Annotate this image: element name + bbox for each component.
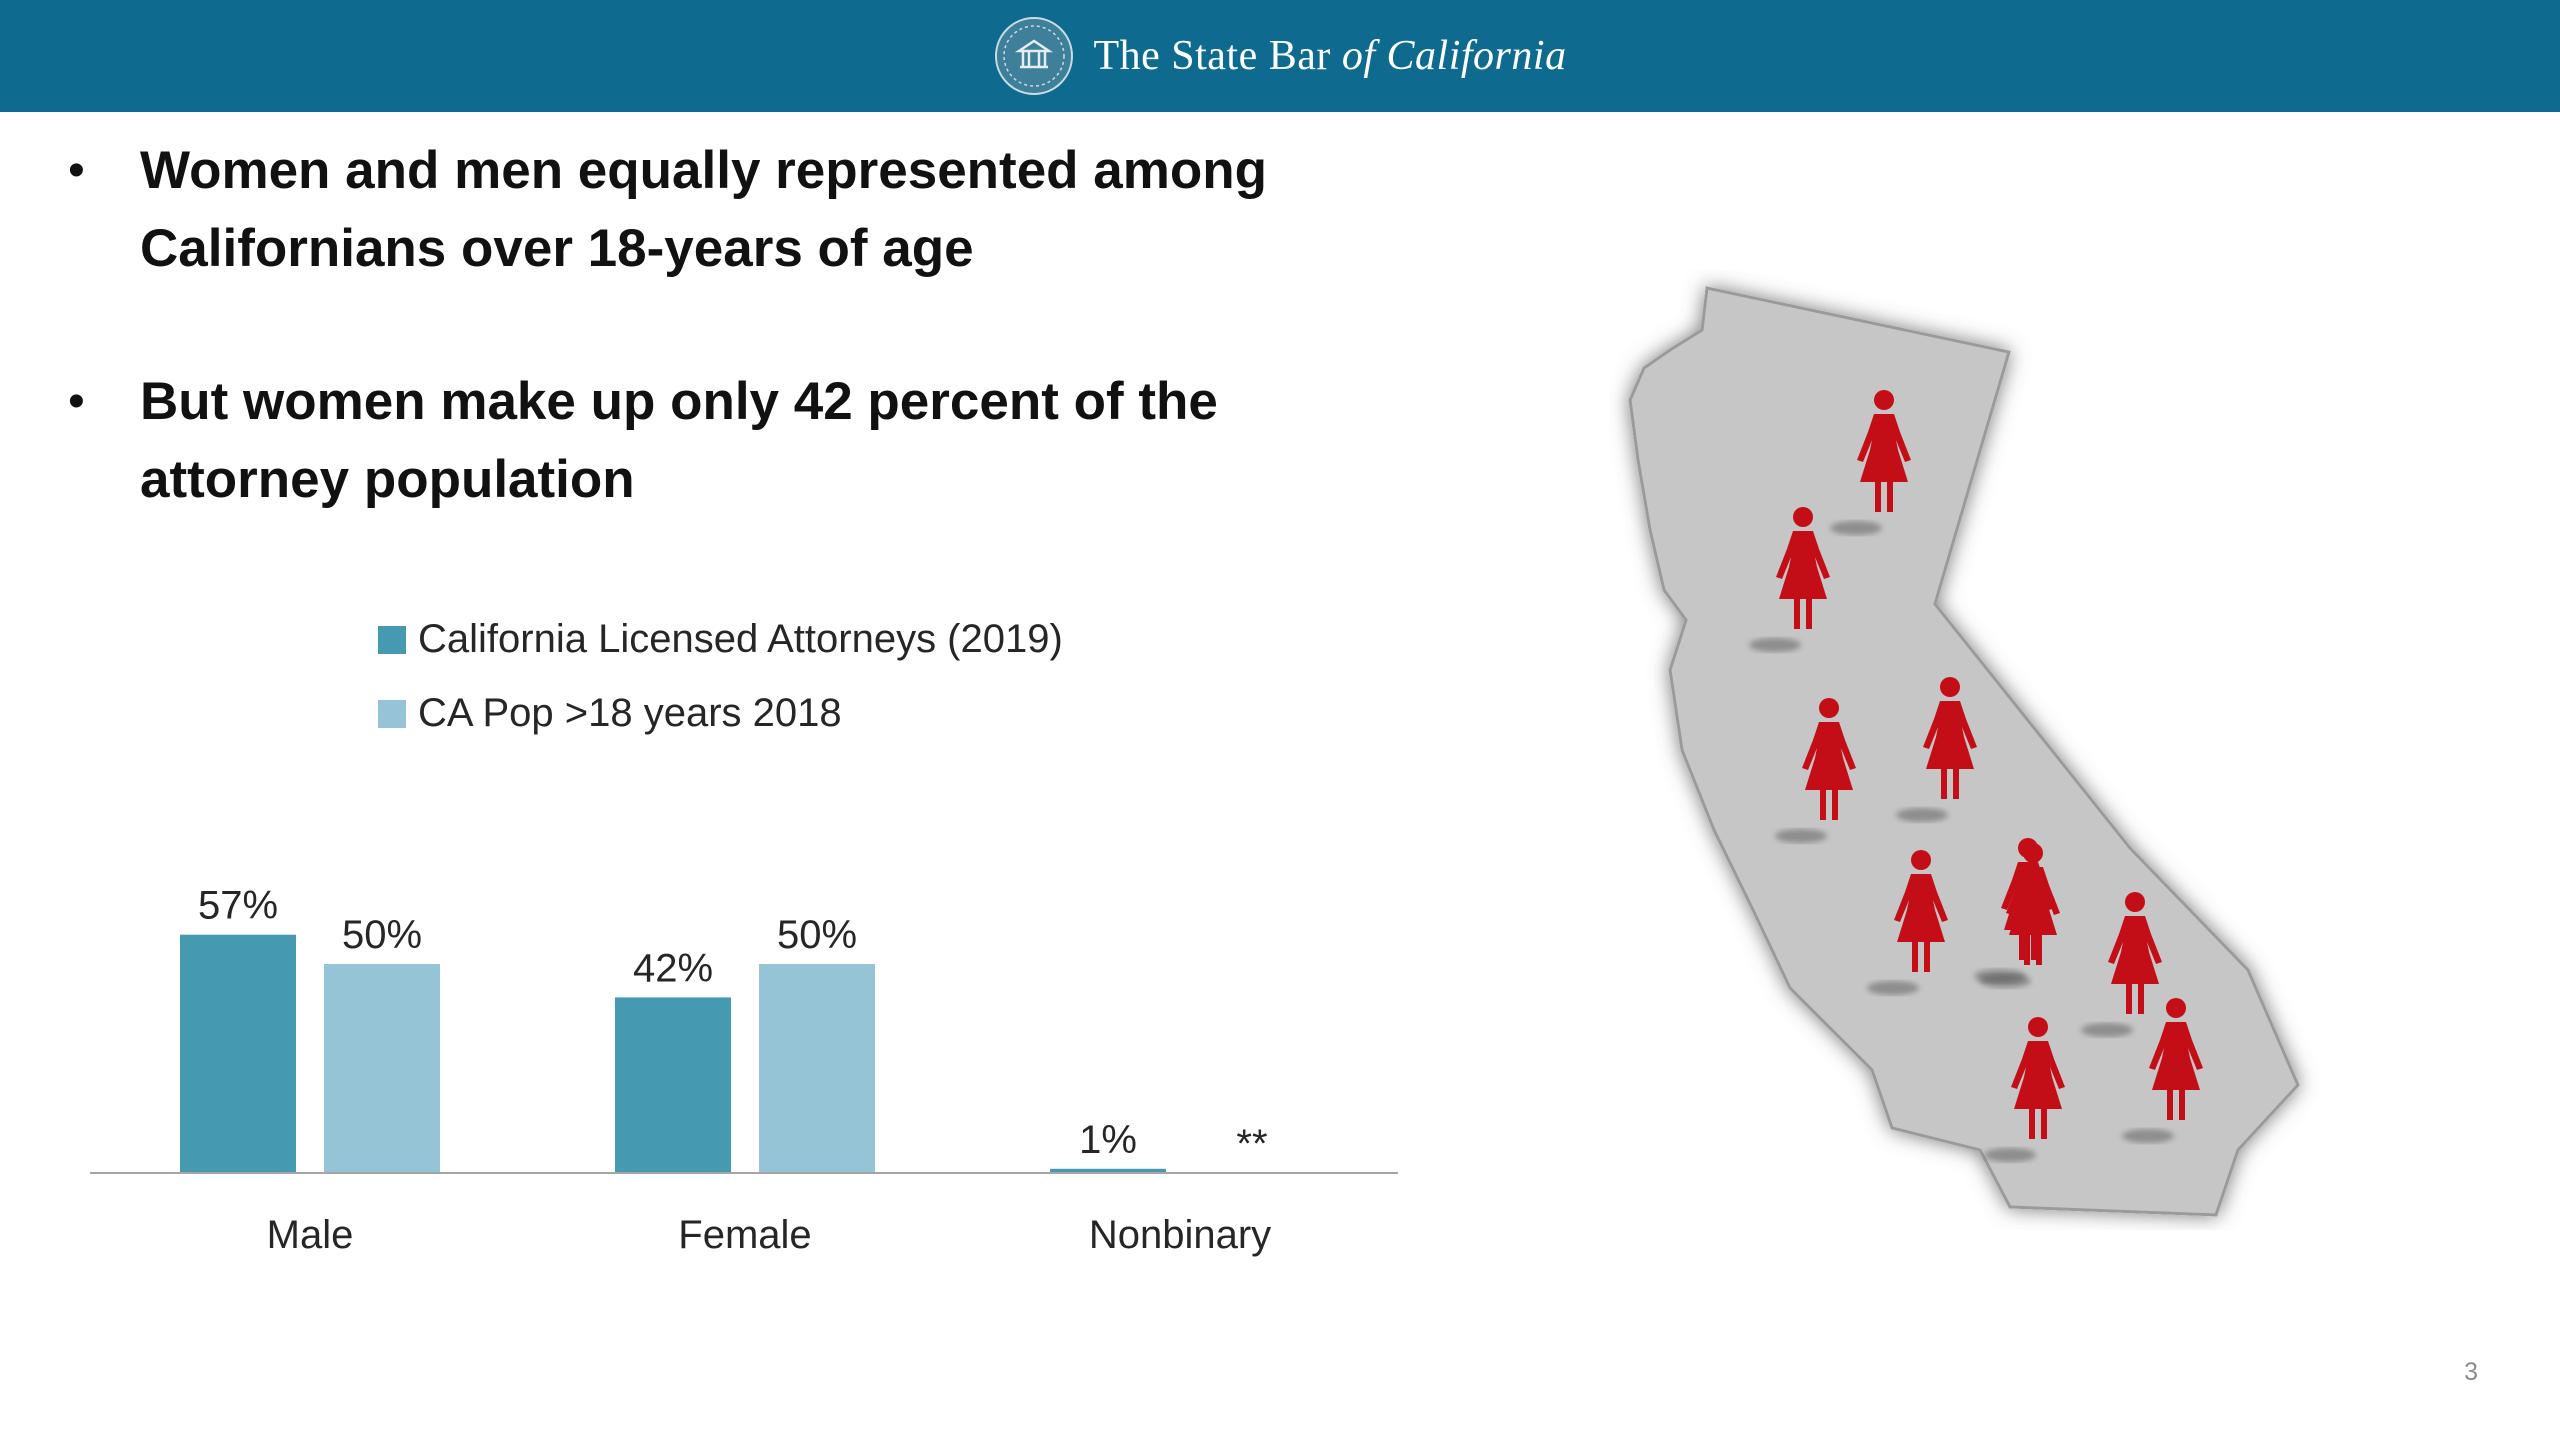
chart-legend: California Licensed Attorneys (2019) CA P… (378, 617, 1063, 735)
bar (615, 997, 731, 1173)
woman-figure-icon (1830, 390, 1911, 535)
woman-figure-icon (1867, 850, 1948, 995)
x-axis-tick-label: Male (267, 1213, 354, 1257)
bar (1050, 1168, 1166, 1173)
bar (180, 934, 296, 1173)
gender-bar-chart: California Licensed Attorneys (2019) CA P… (90, 617, 1398, 1257)
legend-swatch (378, 700, 406, 728)
data-label: 57% (198, 884, 278, 928)
woman-figure-icon (1984, 1017, 2065, 1162)
state-bar-seal-icon (995, 17, 1074, 95)
chart-bars (180, 934, 1166, 1173)
page-number: 3 (2464, 1358, 2478, 1386)
brand-name-plain: The State Bar (1093, 33, 1342, 79)
brand-name-italic: of California (1341, 33, 1567, 79)
woman-figure-icon (1775, 698, 1856, 843)
bullet-marker: • (68, 375, 85, 428)
title-banner: The State Bar of California (0, 0, 2560, 112)
woman-figures (1749, 390, 2203, 1162)
x-axis-tick-labels: Male Female Nonbinary (267, 1213, 1272, 1257)
chart-data-labels: 57% 50% 42% 50% 1% ** (198, 884, 1268, 1166)
bullet-item: • But women make up only 42 percent of t… (60, 363, 1400, 519)
woman-figure-icon (2081, 892, 2162, 1037)
data-label: 50% (342, 913, 422, 957)
x-axis-tick-label: Female (678, 1213, 811, 1257)
x-axis-tick-label: Nonbinary (1089, 1213, 1271, 1257)
data-label: 50% (777, 913, 857, 957)
bullet-text: But women make up only 42 percent of the… (140, 372, 1218, 509)
bullet-list: • Women and men equally represented amon… (60, 132, 1400, 594)
bullet-text: Women and men equally represented among … (140, 141, 1268, 278)
data-label: 1% (1079, 1118, 1137, 1162)
woman-figure-icon (1896, 677, 1977, 822)
legend-swatch (378, 626, 406, 654)
bullet-marker: • (68, 144, 85, 197)
legend-label: California Licensed Attorneys (2019) (418, 617, 1063, 661)
legend-label: CA Pop >18 years 2018 (418, 691, 842, 735)
data-label: ** (1236, 1122, 1267, 1166)
brand-name: The State Bar of California (1093, 32, 1566, 80)
california-map (1628, 286, 2300, 1217)
bar (324, 964, 440, 1173)
woman-figure-icon (1749, 507, 1830, 652)
brand-logo: The State Bar of California (993, 15, 1566, 97)
bullet-item: • Women and men equally represented amon… (60, 132, 1400, 288)
woman-figure-icon (1974, 838, 2055, 983)
data-label: 42% (633, 946, 713, 990)
woman-figure-icon (2122, 998, 2203, 1143)
bar (759, 964, 875, 1173)
